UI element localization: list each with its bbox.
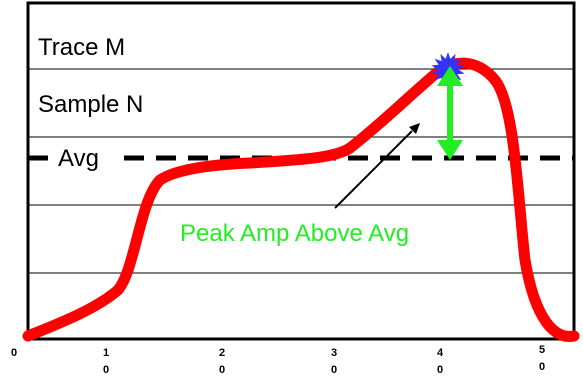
peak-annotation-label: Peak Amp Above Avg [180, 220, 409, 247]
x-tick-2-bottom: 0 [219, 364, 225, 376]
x-tick-3-bottom: 0 [331, 364, 337, 376]
trace-curve [22, 57, 580, 342]
avg-label: Avg [58, 145, 99, 172]
avg-label-background [50, 142, 120, 172]
x-tick-1-top: 1 [103, 347, 109, 359]
x-axis-ticks: 0 1 0 2 0 3 0 4 0 5 0 [11, 344, 545, 376]
peak-amplitude-arrow [437, 66, 463, 160]
trace-label: Trace M [38, 34, 125, 61]
x-tick-5-bottom: 0 [539, 361, 545, 373]
x-tick-4-top: 4 [437, 347, 444, 359]
sample-label: Sample N [38, 91, 143, 118]
annotation-pointer-arrow [334, 123, 420, 209]
x-tick-3-top: 3 [331, 347, 337, 359]
x-tick-2-top: 2 [219, 347, 225, 359]
x-tick-0-top: 0 [11, 347, 17, 359]
x-tick-4-bottom: 0 [437, 364, 443, 376]
x-tick-5-top: 5 [539, 344, 545, 356]
x-tick-1-bottom: 0 [103, 364, 109, 376]
